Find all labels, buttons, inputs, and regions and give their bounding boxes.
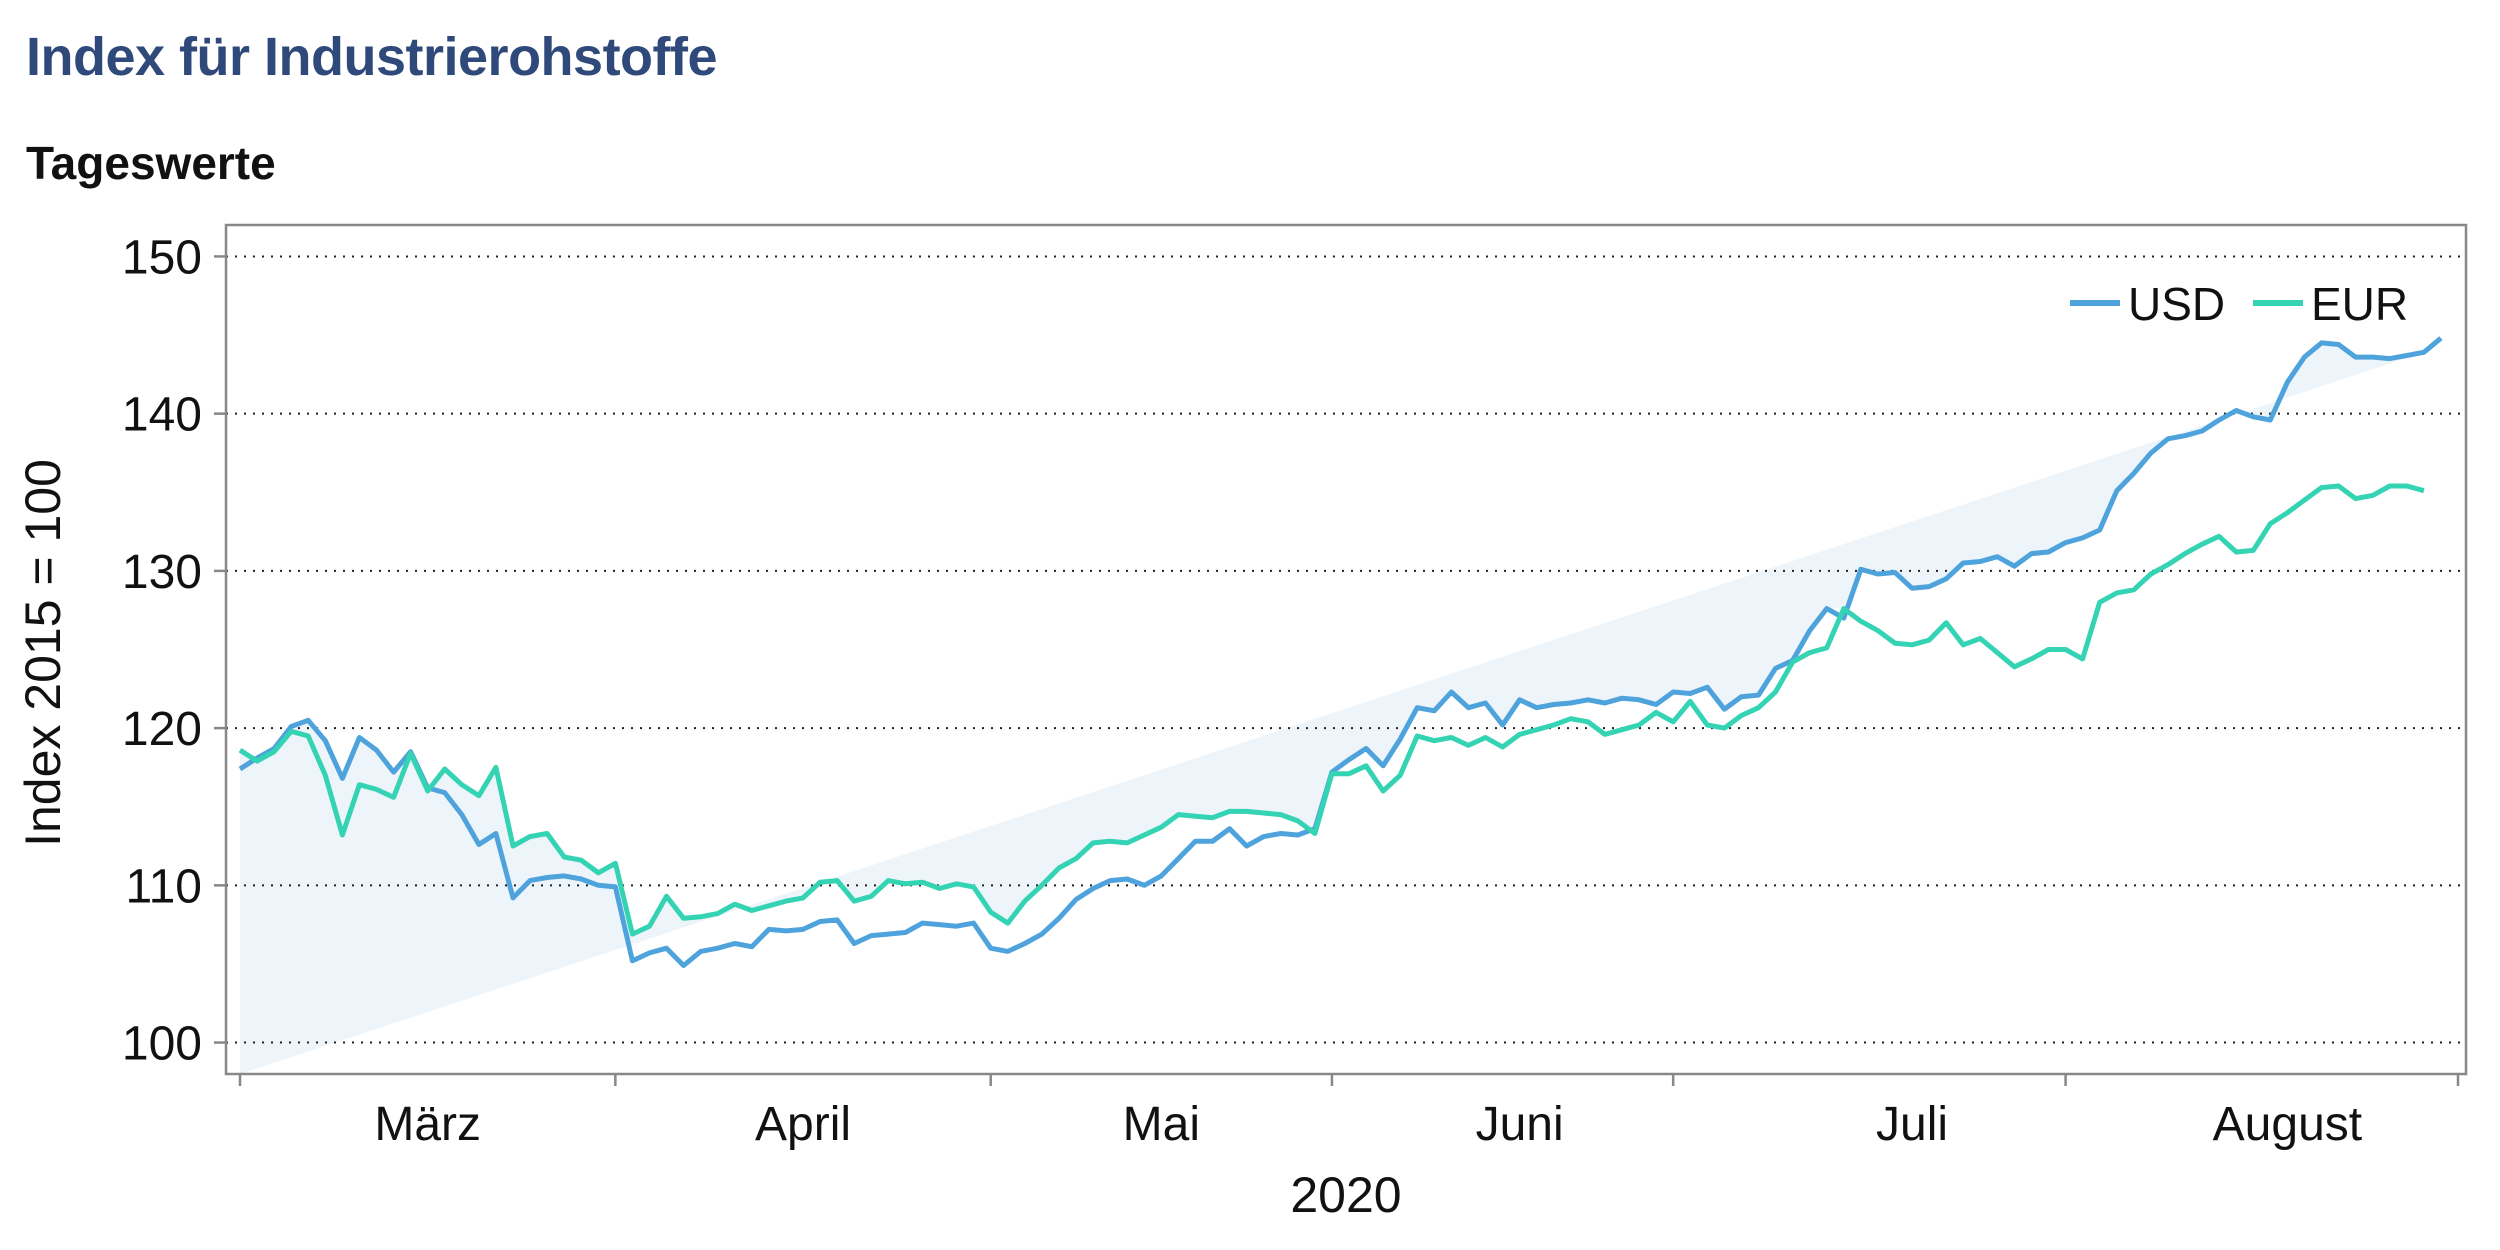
area-fill-layer	[240, 342, 2424, 1075]
x-tick-label: März	[374, 1098, 481, 1151]
series-line-usd	[238, 336, 2443, 968]
y-tick-label: 120	[122, 703, 202, 756]
y-tick-label: 150	[122, 231, 202, 284]
series-layer	[238, 336, 2443, 968]
legend: USD EUR	[2070, 278, 2408, 330]
plot-frame	[224, 223, 2468, 1076]
legend-label-eur: EUR	[2311, 278, 2408, 330]
y-tick-label: 110	[125, 860, 202, 913]
x-tick-label: Juni	[1476, 1098, 1564, 1151]
x-tick-label: April	[755, 1098, 851, 1151]
y-tick-label: 100	[122, 1018, 202, 1071]
y-axis-title: Index 2015 = 100	[15, 459, 71, 847]
area-fill	[240, 342, 2424, 1075]
x-tick-label: Mai	[1123, 1098, 1200, 1151]
series-line-eur	[238, 483, 2425, 937]
chart-subtitle: Tageswerte	[26, 137, 276, 189]
x-axis-title: 2020	[1290, 1167, 1401, 1223]
chart-title: Index für Industrierohstoffe	[26, 27, 718, 87]
legend-label-usd: USD	[2128, 278, 2225, 330]
axes: 100 110 120 130 140 150 März April Mai Juni Juli Au…	[122, 231, 2460, 1151]
y-tick-label: 140	[122, 389, 202, 442]
x-tick-label: August	[2213, 1098, 2362, 1151]
x-tick-label: Juli	[1876, 1098, 1948, 1151]
y-tick-label: 130	[122, 546, 202, 599]
